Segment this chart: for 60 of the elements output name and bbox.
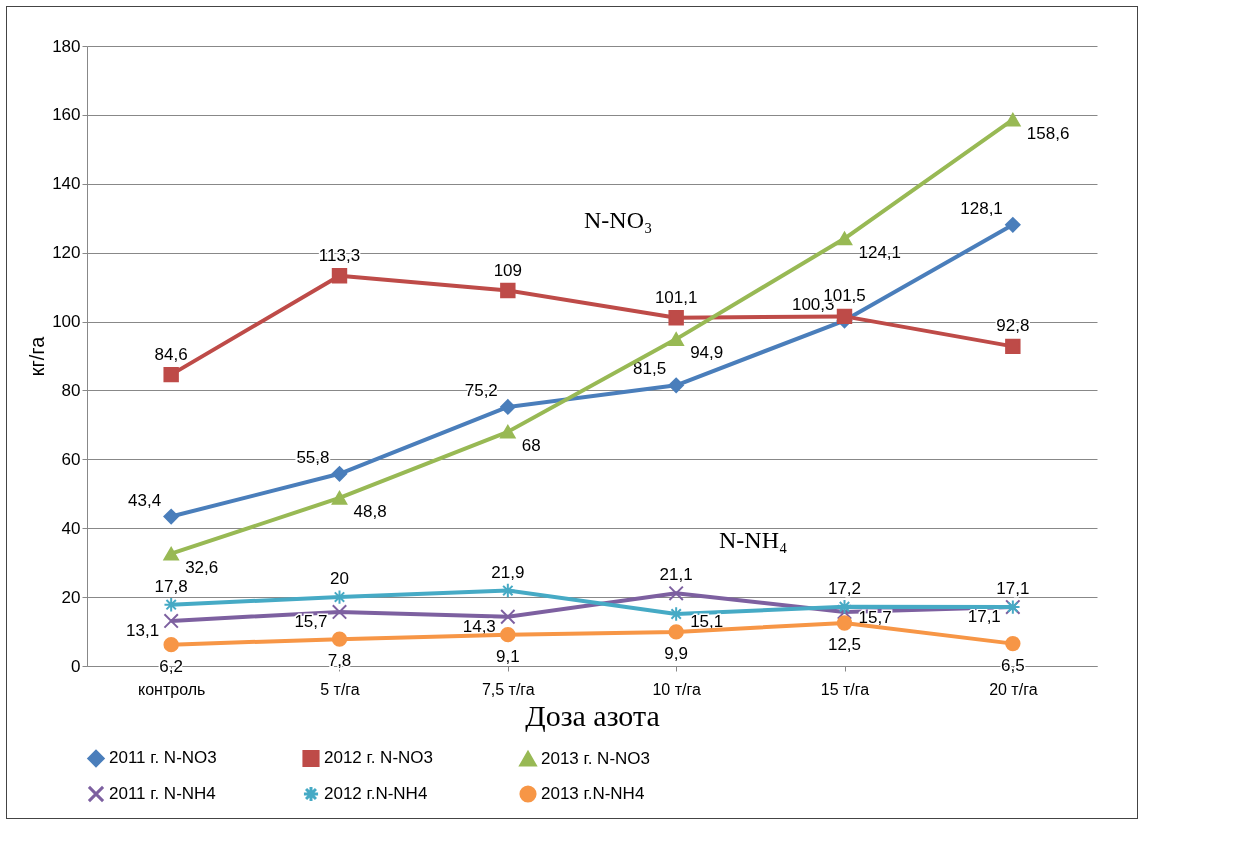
data-label: 21,1 — [659, 565, 693, 585]
data-label: 9,1 — [496, 646, 520, 666]
data-label: 12,5 — [827, 634, 862, 654]
data-label: 124,1 — [858, 242, 902, 262]
y-tick-label: 20 — [61, 587, 81, 607]
annotation: N-NO₃ — [584, 207, 653, 234]
data-label: 128,1 — [960, 198, 1003, 218]
data-label: 55,8 — [296, 447, 330, 467]
data-label: 14,3 — [462, 616, 496, 636]
data-label: 9,9 — [664, 643, 688, 663]
y-tick-label: 120 — [52, 243, 81, 263]
x-tick-label: 15 т/га — [820, 680, 870, 698]
y-tick-label: 140 — [52, 174, 81, 194]
x-tick-label: 5 т/га — [320, 680, 360, 698]
y-tick-label: 80 — [61, 380, 81, 400]
x-tick-label: 20 т/га — [989, 680, 1038, 698]
data-label: 109 — [493, 260, 523, 280]
data-label: 17,1 — [996, 579, 1030, 599]
data-label: 17,8 — [154, 576, 188, 596]
data-label: 75,2 — [464, 380, 498, 400]
legend-label: 2012 г.N-NH4 — [324, 784, 428, 803]
data-label: 7,8 — [327, 651, 352, 671]
data-label: 68 — [521, 435, 541, 455]
y-tick-label: 60 — [61, 449, 81, 469]
x-tick-label: 7,5 т/га — [481, 680, 535, 698]
data-label: 13,1 — [126, 620, 160, 640]
data-label: 6,2 — [159, 656, 183, 676]
data-label: 158,6 — [1026, 123, 1070, 143]
data-label: 17,2 — [827, 578, 862, 598]
x-tick-label: 10 т/га — [652, 680, 701, 698]
data-label: 20 — [330, 569, 349, 589]
x-tick-label: контроль — [137, 680, 206, 698]
data-label: 101,1 — [654, 287, 698, 307]
y-tick-label: 180 — [52, 36, 81, 56]
data-label: 81,5 — [633, 359, 667, 379]
data-label: 15,1 — [690, 611, 724, 631]
legend-label: 2011 г. N-NO3 — [109, 748, 217, 768]
legend-label: 2011 г. N-NH4 — [109, 784, 216, 803]
data-label: 15,7 — [858, 607, 892, 627]
data-label: 48,8 — [353, 501, 387, 521]
data-label: 17,1 — [967, 607, 1001, 627]
y-tick-label: 40 — [61, 518, 81, 538]
data-label: 43,4 — [128, 490, 162, 510]
y-axis-title: кг/га — [26, 335, 49, 377]
data-label: 84,6 — [154, 344, 188, 364]
legend-label: 2013 г. N-NO3 — [541, 748, 651, 768]
data-label: 113,3 — [318, 245, 361, 265]
data-label: 94,9 — [690, 343, 724, 363]
y-tick-label: 160 — [52, 105, 81, 125]
data-label: 32,6 — [185, 557, 219, 577]
data-label: 6,5 — [1001, 655, 1025, 675]
legend-label: 2012 г. N-NO3 — [324, 748, 434, 768]
annotation: N-NH₄ — [719, 527, 788, 554]
x-axis-title: Доза азота — [525, 698, 660, 732]
data-label: 15,7 — [294, 611, 328, 631]
data-label: 92,8 — [996, 316, 1030, 336]
y-tick-label: 100 — [52, 312, 81, 332]
legend-label: 2013 г.N-NH4 — [541, 784, 645, 803]
y-tick-label: 0 — [71, 656, 81, 676]
data-label: 21,9 — [491, 562, 525, 582]
